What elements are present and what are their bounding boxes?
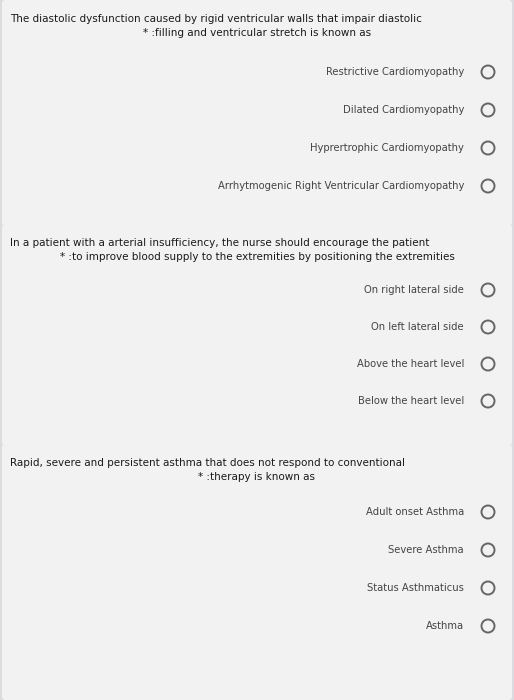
- FancyBboxPatch shape: [2, 444, 512, 700]
- Text: Asthma: Asthma: [426, 621, 464, 631]
- Text: Rapid, severe and persistent asthma that does not respond to conventional: Rapid, severe and persistent asthma that…: [10, 458, 405, 468]
- Text: Below the heart level: Below the heart level: [358, 396, 464, 406]
- Text: The diastolic dysfunction caused by rigid ventricular walls that impair diastoli: The diastolic dysfunction caused by rigi…: [10, 14, 422, 24]
- Text: Status Asthmaticus: Status Asthmaticus: [367, 583, 464, 593]
- Text: * :to improve blood supply to the extremities by positioning the extremities: * :to improve blood supply to the extrem…: [60, 252, 454, 262]
- Text: On right lateral side: On right lateral side: [364, 285, 464, 295]
- Text: Dilated Cardiomyopathy: Dilated Cardiomyopathy: [343, 105, 464, 115]
- Text: Adult onset Asthma: Adult onset Asthma: [366, 507, 464, 517]
- Text: Restrictive Cardiomyopathy: Restrictive Cardiomyopathy: [326, 67, 464, 77]
- FancyBboxPatch shape: [2, 0, 512, 226]
- Text: Above the heart level: Above the heart level: [357, 359, 464, 369]
- Text: * :filling and ventricular stretch is known as: * :filling and ventricular stretch is kn…: [143, 28, 371, 38]
- FancyBboxPatch shape: [2, 224, 512, 446]
- Text: In a patient with a arterial insufficiency, the nurse should encourage the patie: In a patient with a arterial insufficien…: [10, 238, 429, 248]
- Text: Severe Asthma: Severe Asthma: [389, 545, 464, 555]
- Text: On left lateral side: On left lateral side: [372, 322, 464, 332]
- Text: Arrhytmogenic Right Ventricular Cardiomyopathy: Arrhytmogenic Right Ventricular Cardiomy…: [217, 181, 464, 191]
- Text: Hyprertrophic Cardiomyopathy: Hyprertrophic Cardiomyopathy: [310, 143, 464, 153]
- Text: * :therapy is known as: * :therapy is known as: [198, 472, 316, 482]
